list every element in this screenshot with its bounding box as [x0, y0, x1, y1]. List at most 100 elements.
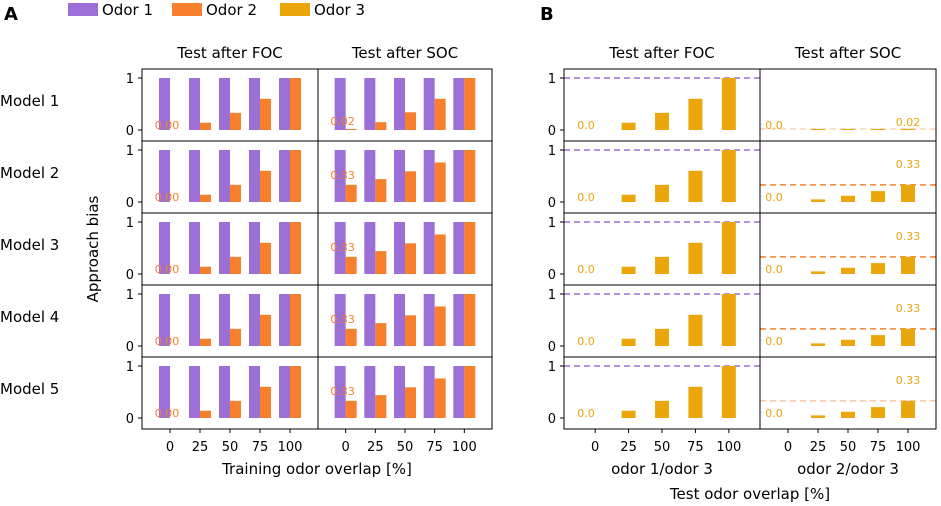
panel-a-column-title-1: Test after FOC [176, 44, 282, 62]
bar-a-model-3-col-2-odor2-50 [405, 243, 416, 274]
bar-a-model-4-col-2-odor1-0 [334, 294, 346, 346]
bar-a-model-2-col-2-odor1-25 [364, 150, 376, 202]
bar-a-model-5-col-2-odor1-50 [394, 366, 405, 418]
bar-b-model-4-col-2-odor3-75 [871, 335, 886, 346]
bar-a-model-1-col-1-odor2-100 [290, 78, 302, 130]
panel-b-row-frame-1 [563, 68, 937, 142]
bar-b-model-4-col-2-odor3-50 [841, 339, 855, 346]
panel-a-row-4-ytick-label-1: 1 [126, 288, 134, 303]
panel-a-row-frame-5 [141, 356, 493, 430]
bar-a-model-2-col-2-odor2-100 [464, 150, 476, 202]
bar-a-model-3-col-1-odor2-75 [260, 242, 272, 274]
panel-b-xtick-label-col-1-100: 100 [716, 440, 741, 455]
panel-b-row-frame-2 [563, 140, 937, 214]
bar-b-model-2-col-2-odor3-100 [901, 184, 916, 202]
bar-a-model-3-col-2-odor2-75 [434, 234, 446, 274]
bar-a-model-2-col-1-odor2-100 [290, 150, 302, 202]
annotation-b-model-3-soc-zero: 0.0 [765, 263, 783, 276]
bar-a-model-1-col-1-odor1-100 [279, 78, 291, 130]
bar-b-model-2-col-2-odor3-75 [871, 191, 886, 202]
bar-b-model-1-col-1-odor3-25 [621, 122, 636, 130]
bar-a-model-4-col-1-odor1-50 [219, 294, 230, 346]
annotation-b-model-2-soc-max: 0.33 [896, 158, 921, 171]
annotation-a-model-5-col-2: 0.33 [330, 385, 355, 398]
panel-b-row-4-ytick-label-1: 1 [548, 288, 556, 303]
bar-b-model-5-col-2-odor3-25 [810, 415, 825, 418]
bar-a-model-5-col-1-odor1-0 [158, 366, 170, 418]
bar-a-model-1-col-2-odor1-25 [364, 78, 376, 130]
bar-b-model-3-col-1-odor3-25 [621, 266, 636, 274]
bar-a-model-1-col-1-odor1-0 [158, 78, 170, 130]
annotation-a-model-1-col-1: 0.00 [155, 119, 180, 132]
panel-b-row-frame-3 [563, 212, 937, 286]
bar-a-model-3-col-2-odor2-100 [464, 222, 476, 274]
bar-b-model-4-col-1-odor3-75 [688, 314, 703, 346]
bar-a-model-3-col-1-odor2-50 [230, 256, 241, 274]
panel-b-row-1-ytick-label-1: 1 [548, 72, 556, 87]
bar-b-model-5-col-2-odor3-100 [901, 400, 916, 418]
panel-a-x-axis-label: Training odor overlap [%] [221, 460, 412, 478]
legend-label-2: Odor 2 [206, 1, 257, 19]
annotation-a-model-5-col-1: 0.00 [155, 407, 180, 420]
bar-a-model-2-col-1-odor2-50 [230, 184, 241, 202]
panel-a-row-1-ytick-label-0: 0 [126, 124, 134, 139]
panel-a-xtick-label-col-1-75: 75 [252, 440, 269, 455]
bar-a-model-1-col-1-odor1-75 [249, 78, 261, 130]
panel-a-row-3-ytick-label-0: 0 [126, 268, 134, 283]
bar-a-model-3-col-2-odor2-0 [345, 256, 357, 274]
panel-b-xtick-label-col-1-0: 0 [591, 440, 599, 455]
row-label-model-4: Model 4 [0, 308, 59, 326]
bar-a-model-1-col-2-odor1-100 [453, 78, 465, 130]
panel-b-xtick-label-col-2-100: 100 [896, 440, 921, 455]
bar-a-model-2-col-2-odor1-100 [453, 150, 465, 202]
panel-b-column-xlabel-2: odor 2/odor 3 [797, 460, 899, 478]
bar-a-model-3-col-1-odor1-25 [188, 222, 200, 274]
bar-b-model-5-col-1-odor3-50 [655, 400, 669, 418]
panel-b-row-5-ytick-label-0: 0 [548, 412, 556, 427]
annotation-b-model-3-foc: 0.0 [577, 263, 595, 276]
panel-label-b: B [540, 4, 554, 25]
bar-a-model-2-col-2-odor2-50 [405, 171, 416, 202]
row-label-model-5: Model 5 [0, 380, 59, 398]
panel-b-row-4-ytick-label-0: 0 [548, 340, 556, 355]
bar-a-model-1-col-2-odor1-50 [394, 78, 405, 130]
bar-b-model-4-col-2-odor3-25 [810, 343, 825, 346]
bar-a-model-3-col-2-odor2-25 [375, 251, 387, 274]
bar-a-model-2-col-1-odor1-0 [158, 150, 170, 202]
bar-a-model-5-col-1-odor2-100 [290, 366, 302, 418]
annotation-b-model-4-soc-zero: 0.0 [765, 335, 783, 348]
panel-a-row-5-ytick-label-0: 0 [126, 412, 134, 427]
panel-a-xtick-label-col-1-100: 100 [278, 440, 303, 455]
bar-a-model-5-col-2-odor2-50 [405, 387, 416, 418]
panel-a-xtick-label-col-1-0: 0 [166, 440, 174, 455]
panel-a-xtick-label-col-2-25: 25 [367, 440, 384, 455]
y-axis-label: Approach bias [84, 195, 102, 302]
bar-b-model-2-col-1-odor3-75 [688, 170, 703, 202]
panel-b-row-5-ytick-label-1: 1 [548, 360, 556, 375]
panel-b-xtick-label-col-1-25: 25 [620, 440, 637, 455]
annotation-b-model-4-soc-max: 0.33 [896, 302, 921, 315]
panel-a-xtick-label-col-2-75: 75 [426, 440, 443, 455]
legend-label-3: Odor 3 [314, 1, 365, 19]
panel-b-xtick-label-col-1-50: 50 [654, 440, 671, 455]
bar-a-model-2-col-2-odor2-0 [345, 184, 357, 202]
bar-a-model-1-col-2-odor2-75 [434, 98, 446, 130]
bar-a-model-4-col-2-odor2-0 [345, 328, 357, 346]
panel-a-xtick-label-col-2-100: 100 [452, 440, 477, 455]
panel-b-xtick-label-col-2-0: 0 [784, 440, 792, 455]
bar-b-model-2-col-1-odor3-25 [621, 194, 636, 202]
row-label-model-3: Model 3 [0, 236, 59, 254]
bar-a-model-3-col-1-odor1-100 [279, 222, 291, 274]
bar-a-model-4-col-2-odor1-100 [453, 294, 465, 346]
bar-a-model-4-col-1-odor1-75 [249, 294, 261, 346]
panel-a-xtick-label-col-2-0: 0 [342, 440, 350, 455]
annotation-b-model-5-soc-max: 0.33 [896, 374, 921, 387]
annotation-b-model-1-foc: 0.0 [577, 119, 595, 132]
bar-a-model-1-col-1-odor2-50 [230, 112, 241, 130]
annotation-b-model-5-soc-zero: 0.0 [765, 407, 783, 420]
bar-a-model-2-col-1-odor1-25 [188, 150, 200, 202]
bar-a-model-2-col-2-odor1-0 [334, 150, 346, 202]
bar-a-model-4-col-1-odor2-75 [260, 314, 272, 346]
row-label-model-1: Model 1 [0, 92, 59, 110]
bar-b-model-5-col-2-odor3-75 [871, 407, 886, 418]
